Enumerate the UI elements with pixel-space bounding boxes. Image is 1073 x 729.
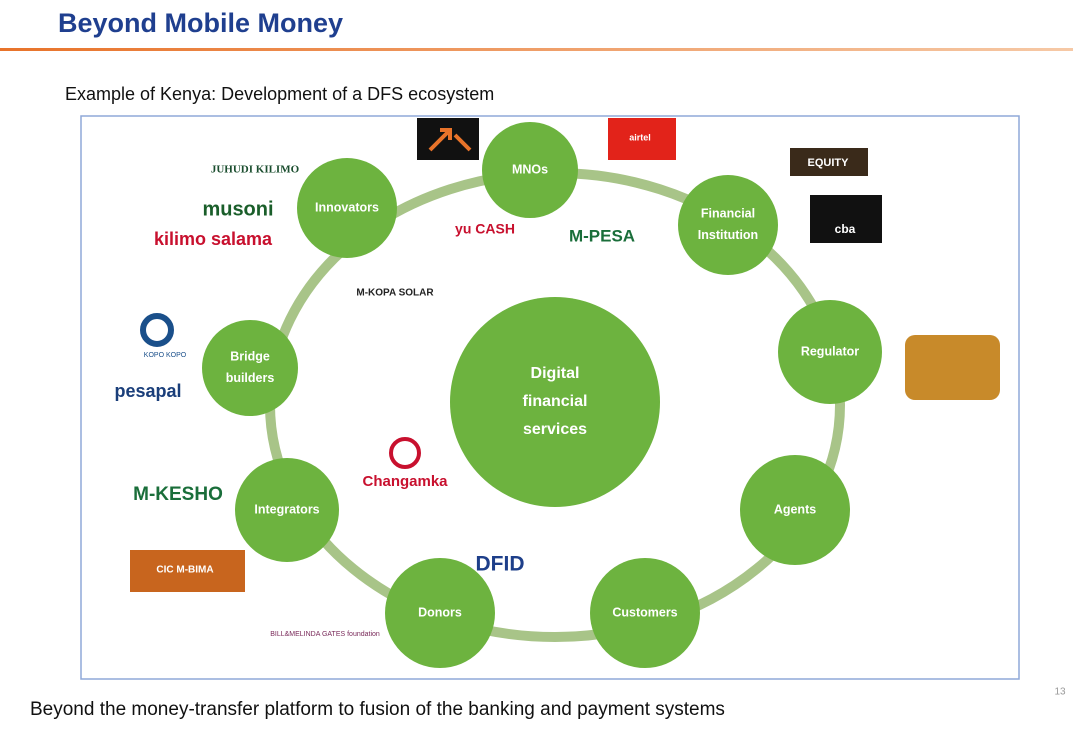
logo-box: [810, 195, 882, 243]
title-rule: [0, 48, 1073, 51]
node-label: Donors: [418, 605, 462, 619]
node-circle: [297, 158, 397, 258]
node-circle: [385, 558, 495, 668]
logo-text: M-KESHO: [133, 484, 223, 505]
page-number: 13: [1054, 687, 1066, 698]
logo-text: DFID: [476, 553, 525, 576]
node-label: Digital: [531, 365, 580, 382]
logo-text: cba: [835, 222, 856, 236]
node-circle: [450, 297, 660, 507]
node-label: financial: [523, 393, 588, 410]
footer: Beyond the money-transfer platform to fu…: [30, 699, 725, 720]
node-label: Innovators: [315, 200, 379, 214]
node-circle: [202, 320, 298, 416]
logo-text: M-PESA: [569, 226, 635, 245]
node-circle: [740, 455, 850, 565]
node-circle: [590, 558, 700, 668]
node-circle: [778, 300, 882, 404]
logo-text: EQUITY: [808, 157, 850, 169]
logo-box: [608, 118, 676, 160]
node-label: Integrators: [254, 502, 319, 516]
logo-text: CIC M-BIMA: [156, 565, 213, 576]
node-label: Regulator: [801, 344, 859, 358]
logo-emblem: [905, 335, 1000, 400]
node-label: Institution: [698, 228, 758, 242]
logo-text: airtel: [629, 132, 651, 142]
logo-text: JUHUDI KILIMO: [211, 164, 300, 176]
logo-box: [790, 148, 868, 176]
node-label: Financial: [701, 206, 755, 220]
logo-text: Changamka: [362, 473, 448, 490]
node-label: builders: [226, 371, 275, 385]
logo-text: KOPO KOPO: [144, 352, 187, 359]
diagram-frame: [80, 115, 1020, 680]
logo-emblem: [389, 437, 421, 469]
logo-gear: [140, 313, 174, 347]
node-circle: [678, 175, 778, 275]
node-circle: [482, 122, 578, 218]
logo-text: yu CASH: [455, 221, 515, 237]
logo-text: pesapal: [114, 381, 181, 401]
title: Beyond Mobile Money: [58, 8, 343, 38]
node-label: Customers: [612, 605, 677, 619]
logo-text: musoni: [202, 198, 273, 220]
node-label: MNOs: [512, 162, 548, 176]
node-circle: [235, 458, 339, 562]
node-label: Bridge: [230, 349, 270, 363]
node-label: services: [523, 421, 587, 438]
logo-text: BILL&MELINDA GATES foundation: [270, 631, 380, 638]
logo-text: kilimo salama: [154, 229, 273, 249]
subtitle: Example of Kenya: Development of a DFS e…: [65, 84, 494, 104]
logo-text: M-KOPA SOLAR: [356, 288, 434, 299]
logo-arrow: [428, 128, 472, 152]
logo-box: [130, 550, 245, 592]
node-label: Agents: [774, 502, 816, 516]
